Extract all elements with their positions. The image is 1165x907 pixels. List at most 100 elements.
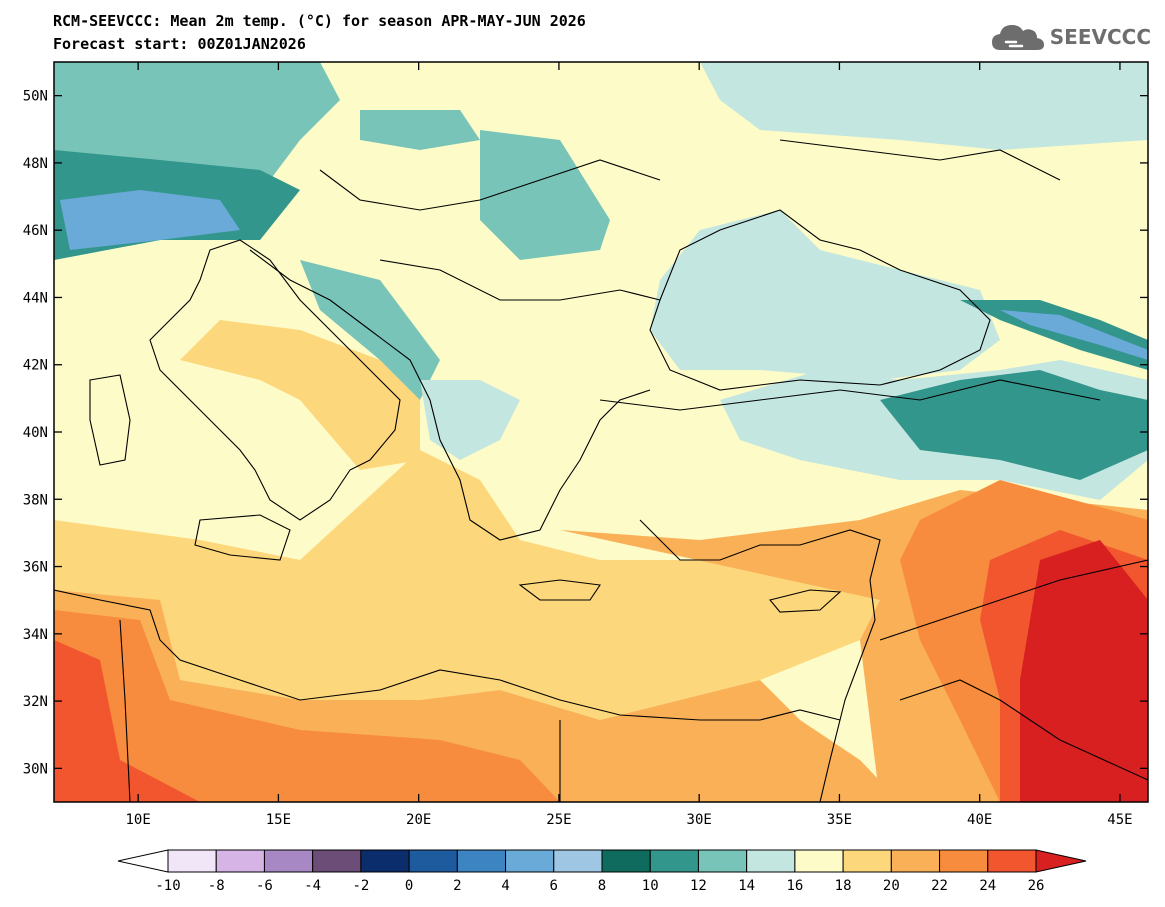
- x-tick-label: 20E: [406, 812, 431, 828]
- y-tick-label: 36N: [23, 560, 48, 576]
- colorbar-label: 14: [738, 878, 755, 894]
- seevccc-logo: SEEVCCC: [990, 20, 1151, 54]
- colorbar-swatch: [215, 849, 265, 873]
- colorbar-label: 26: [1028, 878, 1045, 894]
- y-tick-label: 46N: [23, 223, 48, 239]
- coast-adriatic-greece: [249, 249, 651, 541]
- field-zone-14-north: [54, 62, 1148, 150]
- coast-cyprus: [769, 589, 842, 613]
- x-tick-label: 15E: [266, 812, 291, 828]
- colorbar-swatch: [697, 849, 748, 873]
- coastline-layer: [54, 139, 1148, 802]
- coast-suez: [819, 719, 841, 802]
- colorbar-swatch: [601, 849, 651, 873]
- coast-crete: [518, 579, 601, 601]
- colorbar-swatch: [794, 849, 844, 873]
- colorbar-swatch: [987, 849, 1037, 873]
- colorbar-swatch: [553, 849, 603, 873]
- border-syria: [879, 559, 1148, 641]
- x-tick-label: 30E: [687, 812, 712, 828]
- coast-turkey-south: [639, 519, 881, 581]
- coast-north-africa: [54, 579, 876, 721]
- border-danube: [379, 259, 661, 301]
- colorbar-label: 2: [453, 878, 461, 894]
- colorbar-swatch: [746, 849, 796, 873]
- colorbar-swatch: [939, 849, 989, 873]
- colorbar-label: -2: [352, 878, 369, 894]
- y-tick-label: 48N: [23, 156, 48, 172]
- field-zone-10-caucasus: [960, 300, 1148, 370]
- colorbar-swatch: [649, 849, 699, 873]
- field-zone-over: [1020, 540, 1148, 802]
- field-zone-20b: [180, 320, 420, 470]
- field-zone-14-balkan: [420, 380, 520, 460]
- y-tick-label: 34N: [23, 627, 48, 643]
- border-turkey-north: [599, 379, 1101, 411]
- y-tick-label: 44N: [23, 290, 48, 306]
- cloud-logo-icon: [991, 25, 1044, 50]
- colorbar-label: 0: [405, 878, 413, 894]
- y-tick-label: 42N: [23, 358, 48, 374]
- border-central-europe: [319, 159, 661, 211]
- colorbar-label: -6: [256, 878, 273, 894]
- colorbar-label: 8: [598, 878, 606, 894]
- field-zone-26: [54, 640, 200, 802]
- colorbar-label: 16: [786, 878, 803, 894]
- x-tick-label: 25E: [546, 812, 571, 828]
- field-zone-24: [54, 610, 560, 802]
- y-axis: 50N 48N 46N 44N 42N 40N 38N 36N 34N 32N 30N: [23, 89, 1148, 777]
- colorbar-label: 10: [642, 878, 659, 894]
- field-zone-14-blacksea: [650, 210, 1000, 380]
- colorbar-label: 22: [931, 878, 948, 894]
- colorbar-label: -8: [208, 878, 225, 894]
- colorbar-label: -10: [155, 878, 180, 894]
- colorbar-swatch: [505, 849, 555, 873]
- colorbar-swatch: [408, 849, 458, 873]
- colorbar-swatch: [890, 849, 941, 873]
- coast-black-sea: [649, 209, 991, 391]
- colorbar-under-triangle: [117, 849, 169, 873]
- colorbar-label: 20: [883, 878, 900, 894]
- x-axis: 10E 15E 20E 25E 30E 35E 40E 45E: [126, 62, 1133, 828]
- coast-sardinia: [89, 374, 131, 466]
- colorbar-swatch: [263, 849, 314, 873]
- x-tick-label: 35E: [827, 812, 852, 828]
- colorbar-label: 24: [979, 878, 996, 894]
- field-zone-20: [54, 450, 880, 720]
- field-zone-10-anatolia: [880, 370, 1148, 480]
- field-zone-6-caucasus: [1000, 310, 1148, 360]
- y-tick-label: 32N: [23, 694, 48, 710]
- forecast-start-label: Forecast start: 00Z01JAN2026: [53, 35, 306, 53]
- colorbar-label: 12: [690, 878, 707, 894]
- coast-sicily: [194, 514, 291, 561]
- colorbar-swatch: [842, 849, 892, 873]
- y-tick-label: 50N: [23, 89, 48, 105]
- y-tick-label: 30N: [23, 761, 48, 777]
- colorbar-swatch: [167, 849, 217, 873]
- field-zone-6-alps: [60, 190, 240, 250]
- colorbar-over-triangle: [1035, 849, 1087, 873]
- logo-text: SEEVCCC: [1049, 25, 1151, 49]
- colorbar-swatch: [456, 849, 507, 873]
- border-jordan: [899, 679, 1148, 781]
- y-tick-label: 40N: [23, 425, 48, 441]
- x-tick-label: 40E: [967, 812, 992, 828]
- border-ukraine: [779, 139, 1061, 181]
- colorbar-label: 18: [835, 878, 852, 894]
- colorbar-label: 6: [550, 878, 558, 894]
- colorbar-swatch: [312, 849, 362, 873]
- field-zone-12-tatra: [360, 110, 480, 150]
- x-tick-label: 10E: [126, 812, 151, 828]
- border-algeria-tunisia: [119, 619, 131, 802]
- field-layer: [54, 62, 1148, 802]
- colorbar-swatch: [360, 849, 410, 873]
- colorbar-label: -4: [304, 878, 321, 894]
- coast-italy: [149, 239, 401, 521]
- colorbar-label: 4: [501, 878, 509, 894]
- field-zone-12-carpathians: [480, 130, 610, 260]
- y-tick-label: 38N: [23, 492, 48, 508]
- x-tick-label: 45E: [1107, 812, 1132, 828]
- map-title: RCM-SEEVCCC: Mean 2m temp. (°C) for seas…: [53, 12, 586, 30]
